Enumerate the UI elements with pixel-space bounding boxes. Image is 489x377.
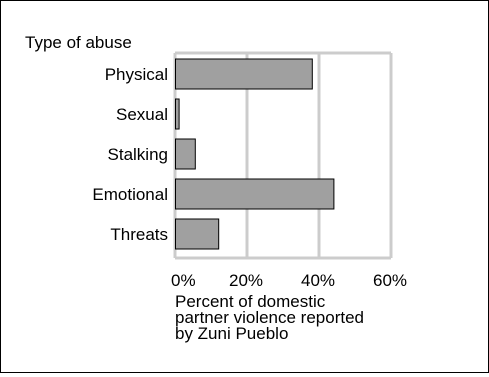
bar-threats — [176, 219, 219, 249]
bar-stalking — [176, 139, 196, 169]
bar-sexual — [176, 99, 180, 129]
category-label-stalking: Stalking — [108, 145, 168, 164]
category-label-sexual: Sexual — [116, 105, 168, 124]
tick-label-60: 60% — [373, 271, 407, 290]
tick-labels: 0% 20% 40% 60% — [171, 271, 407, 290]
category-labels: Physical Sexual Stalking Emotional Threats — [92, 65, 168, 244]
value-axis-label-line-3: by Zuni Pueblo — [175, 324, 288, 343]
tick-label-40: 40% — [301, 271, 335, 290]
bars — [176, 59, 334, 249]
value-axis-label: Percent of domestic partner violence repo… — [175, 292, 364, 343]
category-axis-label: Type of abuse — [25, 33, 132, 52]
category-label-emotional: Emotional — [92, 185, 168, 204]
category-label-threats: Threats — [110, 225, 168, 244]
category-label-physical: Physical — [105, 65, 168, 84]
bar-physical — [176, 59, 313, 89]
tick-label-0: 0% — [171, 271, 196, 290]
bar-emotional — [176, 179, 334, 209]
tick-label-20: 20% — [229, 271, 263, 290]
